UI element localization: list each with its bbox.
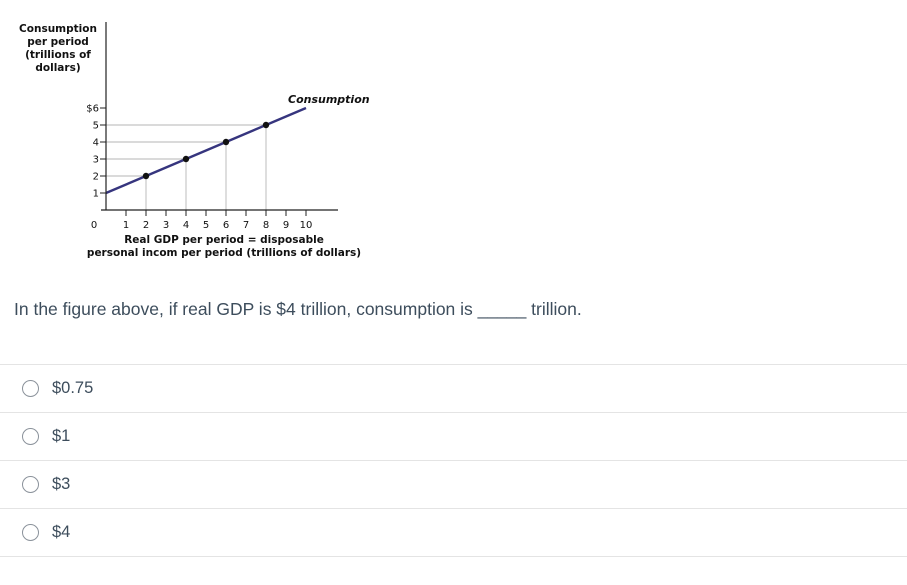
radio-button[interactable] <box>22 428 39 445</box>
plot-layer <box>105 106 307 210</box>
option-label[interactable]: $1 <box>52 427 71 445</box>
x-tick-marks <box>125 210 307 216</box>
x-tick-labels: 0 1 2 3 4 5 6 7 8 9 10 <box>91 220 313 231</box>
svg-text:Real GDP per period = disposab: Real GDP per period = disposable <box>124 234 324 246</box>
svg-text:7: 7 <box>243 220 249 231</box>
svg-text:8: 8 <box>263 220 269 231</box>
radio-button[interactable] <box>22 380 39 397</box>
svg-text:6: 6 <box>223 220 229 231</box>
svg-text:1: 1 <box>123 220 129 231</box>
chart-svg: Consumption per period (trillions of dol… <box>19 22 370 259</box>
svg-text:3: 3 <box>163 220 169 231</box>
svg-text:4: 4 <box>93 138 99 149</box>
svg-text:2: 2 <box>93 172 99 183</box>
svg-text:10: 10 <box>300 220 313 231</box>
svg-text:Consumption: Consumption <box>19 23 97 35</box>
svg-text:5: 5 <box>203 220 209 231</box>
svg-text:3: 3 <box>93 155 99 166</box>
consumption-line-label: Consumption <box>288 93 370 106</box>
y-tick-marks <box>100 107 106 194</box>
svg-text:4: 4 <box>183 220 189 231</box>
svg-text:0: 0 <box>91 220 97 231</box>
option-row[interactable]: $1 <box>0 412 907 460</box>
option-row[interactable]: $0.75 <box>0 364 907 412</box>
option-row[interactable]: $4 <box>0 508 907 556</box>
svg-text:personal incom per period (tri: personal incom per period (trillions of … <box>87 247 361 259</box>
y-tick-labels: $6 5 4 3 2 1 <box>86 104 99 200</box>
svg-text:dollars): dollars) <box>35 62 80 74</box>
option-row[interactable]: $3 <box>0 460 907 508</box>
option-label[interactable]: $0.75 <box>52 379 94 397</box>
svg-text:5: 5 <box>93 121 99 132</box>
consumption-figure: Consumption per period (trillions of dol… <box>6 20 907 273</box>
y-axis-title: Consumption per period (trillions of dol… <box>19 23 97 74</box>
radio-button[interactable] <box>22 524 39 541</box>
svg-text:1: 1 <box>93 189 99 200</box>
radio-button[interactable] <box>22 476 39 493</box>
option-label[interactable]: $4 <box>52 523 71 541</box>
svg-text:9: 9 <box>283 220 289 231</box>
option-label[interactable]: $3 <box>52 475 71 493</box>
svg-text:(trillions of: (trillions of <box>25 49 91 61</box>
svg-text:per period: per period <box>27 36 89 48</box>
question-text: In the figure above, if real GDP is $4 t… <box>14 299 582 319</box>
x-axis-title: Real GDP per period = disposable persona… <box>87 234 361 259</box>
answer-options: $0.75 $1 $3 $4 <box>0 364 907 557</box>
svg-text:$6: $6 <box>86 104 99 115</box>
svg-text:2: 2 <box>143 220 149 231</box>
